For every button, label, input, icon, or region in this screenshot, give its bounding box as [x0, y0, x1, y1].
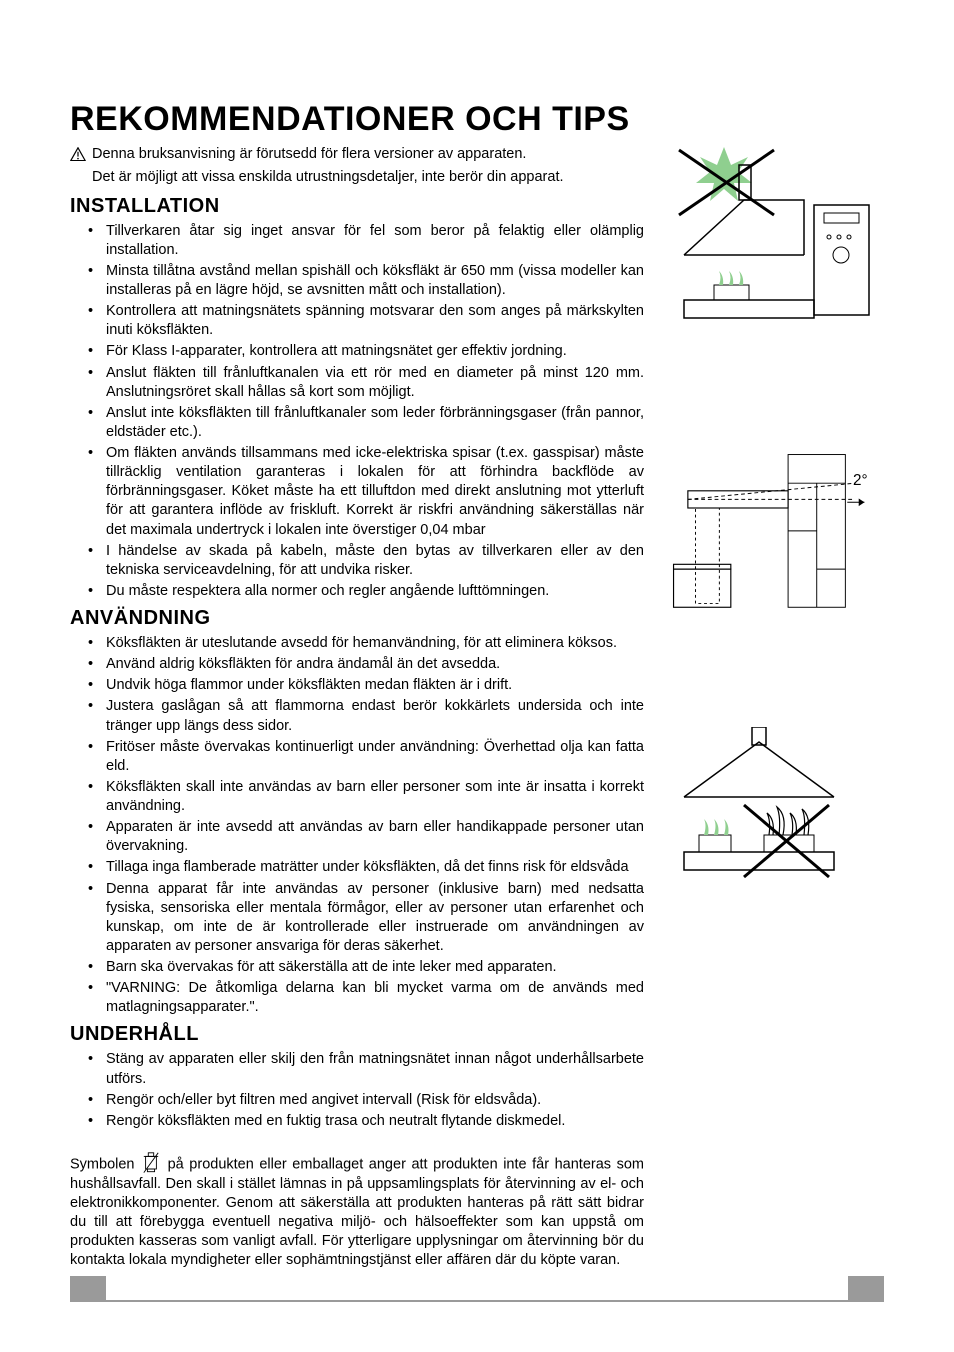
recycle-bin-icon: [142, 1151, 160, 1171]
recycle-text-pre: Symbolen: [70, 1157, 140, 1173]
footer-line: [106, 1300, 848, 1302]
list-item: Använd aldrig köksfläkten för andra ända…: [88, 655, 644, 674]
list-item: Rengör köksfläkten med en fuktig trasa o…: [88, 1112, 644, 1131]
list-item: Om fläkten används tillsammans med icke-…: [88, 444, 644, 540]
list-item: I händelse av skada på kabeln, måste den…: [88, 542, 644, 580]
list-item: Tillaga inga flamberade maträtter under …: [88, 858, 644, 877]
list-item: För Klass I-apparater, kontrollera att m…: [88, 342, 644, 361]
intro-text-1: Denna bruksanvisning är förutsedd för fl…: [92, 145, 526, 164]
list-item: Anslut inte köksfläkten till frånluftkan…: [88, 404, 644, 442]
figure-hood-flames-icon: [664, 145, 874, 325]
list-item: Apparaten är inte avsedd att användas av…: [88, 818, 644, 856]
list-item: Minsta tillåtna avstånd mellan spishäll …: [88, 262, 644, 300]
list-item: Fritöser måste övervakas kontinuerligt u…: [88, 738, 644, 776]
list-item: Köksfläkten skall inte användas av barn …: [88, 778, 644, 816]
list-item: Justera gaslågan så att flammorna endast…: [88, 697, 644, 735]
intro-text-2: Det är möjligt att vissa enskilda utrust…: [92, 168, 644, 187]
content-wrap: Denna bruksanvisning är förutsedd för fl…: [70, 145, 884, 1270]
list-item: "VARNING: De åtkomliga delarna kan bli m…: [88, 979, 644, 1017]
footer-tab-right: [848, 1276, 884, 1302]
list-item: Undvik höga flammor under köksfläkten me…: [88, 676, 644, 695]
footer-tabs: [70, 1276, 884, 1302]
section-usage-heading: ANVÄNDNING: [70, 607, 644, 630]
list-item: Kontrollera att matningsnätets spänning …: [88, 302, 644, 340]
angle-label: 2°: [853, 472, 868, 489]
list-item: Rengör och/eller byt filtren med angivet…: [88, 1091, 644, 1110]
list-item: Du måste respektera alla normer och regl…: [88, 582, 644, 601]
section-maintenance-heading: UNDERHÅLL: [70, 1023, 644, 1046]
list-item: Köksfläkten är uteslutande avsedd för he…: [88, 634, 644, 653]
recycle-paragraph: Symbolen på produkten eller emballaget a…: [70, 1151, 644, 1270]
figure-no-flambe-icon: [664, 727, 874, 887]
warning-icon: [70, 147, 86, 161]
usage-list: Köksfläkten är uteslutande avsedd för he…: [70, 634, 644, 1017]
figure-duct-angle-icon: 2°: [664, 445, 874, 617]
page: REKOMMENDATIONER OCH TIPS Denna bruksanv…: [0, 0, 954, 1352]
list-item: Tillverkaren åtar sig inget ansvar för f…: [88, 222, 644, 260]
footer-tab-left: [70, 1276, 106, 1302]
page-title: REKOMMENDATIONER OCH TIPS: [70, 100, 884, 139]
list-item: Barn ska övervakas för att säkerställa a…: [88, 958, 644, 977]
list-item: Denna apparat får inte användas av perso…: [88, 880, 644, 957]
section-installation-heading: INSTALLATION: [70, 195, 644, 218]
list-item: Stäng av apparaten eller skilj den från …: [88, 1050, 644, 1088]
text-column: Denna bruksanvisning är förutsedd för fl…: [70, 145, 644, 1270]
list-item: Anslut fläkten till frånluftkanalen via …: [88, 364, 644, 402]
recycle-text-post: på produkten eller emballaget anger att …: [70, 1157, 644, 1269]
installation-list: Tillverkaren åtar sig inget ansvar för f…: [70, 222, 644, 601]
maintenance-list: Stäng av apparaten eller skilj den från …: [70, 1050, 644, 1131]
intro-row: Denna bruksanvisning är förutsedd för fl…: [70, 145, 644, 164]
figure-column: 2°: [664, 145, 884, 1270]
